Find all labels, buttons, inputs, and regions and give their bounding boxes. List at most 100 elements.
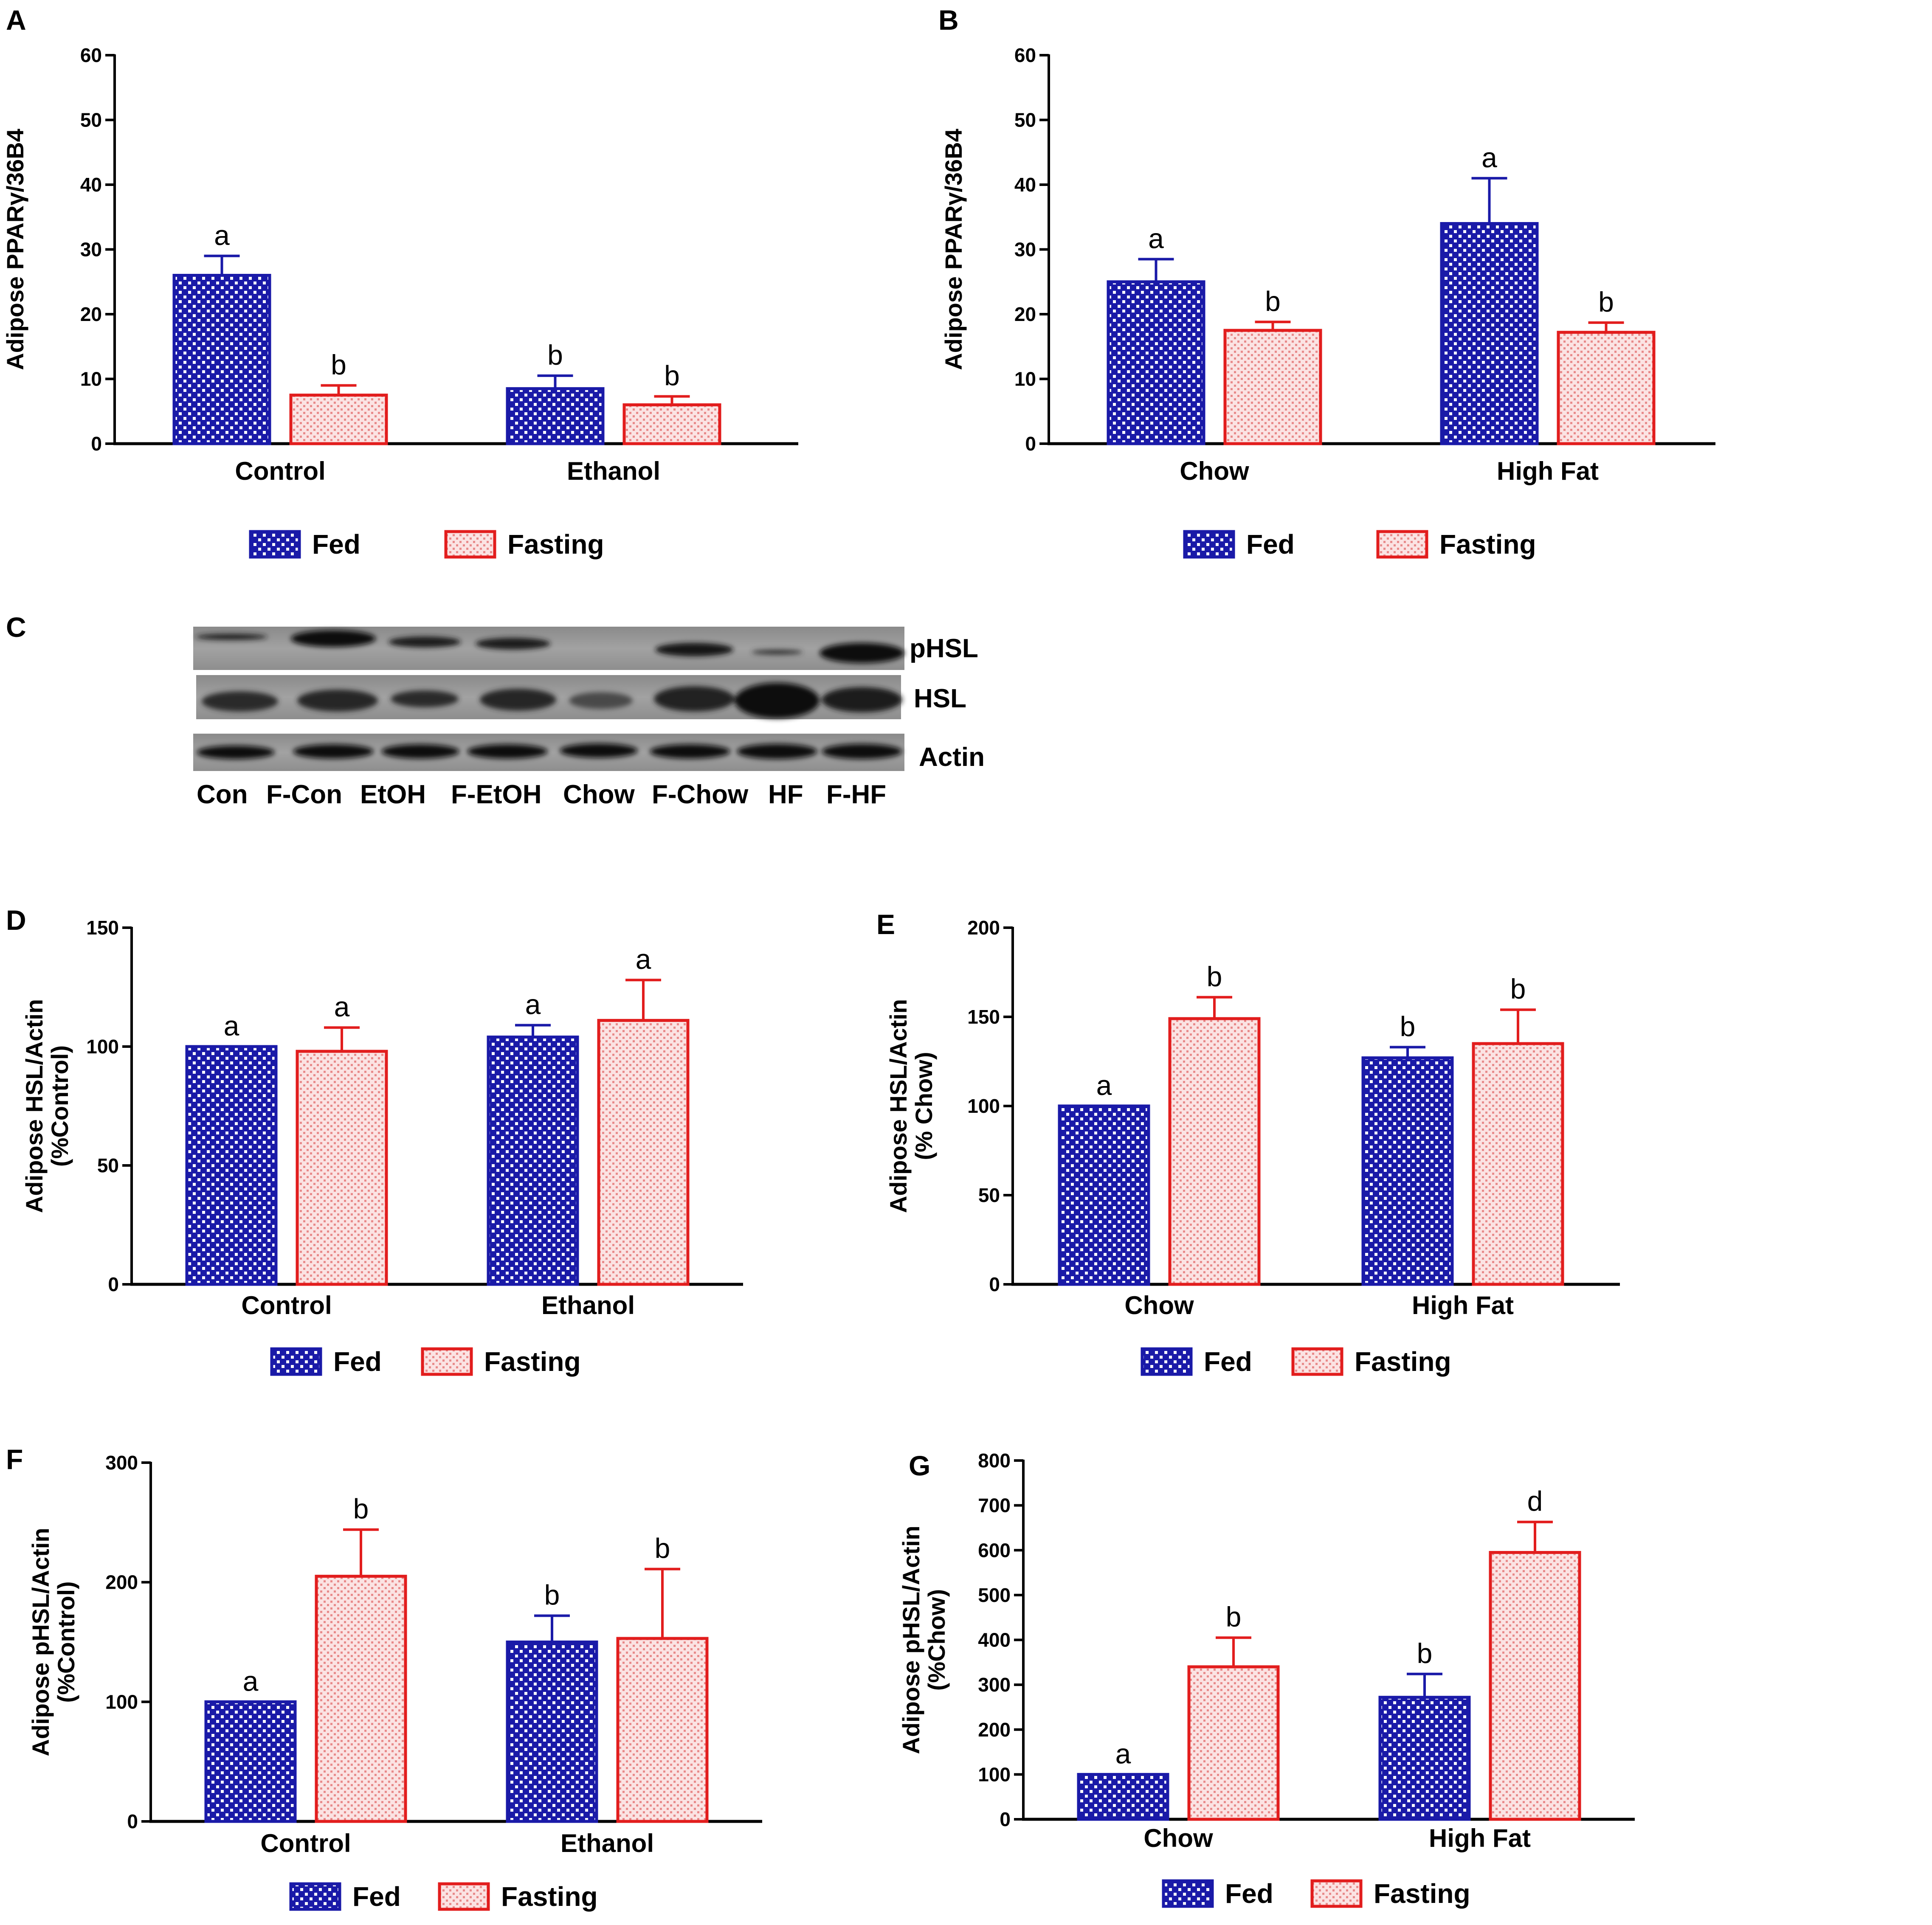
y-tick-label-f-1: 100 bbox=[105, 1691, 138, 1713]
y-tick-label-b-5: 50 bbox=[1014, 109, 1036, 131]
band-hsl-fetoh bbox=[480, 689, 556, 711]
band-phsl-fchow bbox=[655, 643, 733, 656]
significance-letter-g-0-1: b bbox=[1226, 1601, 1242, 1632]
bar-a-ethanol-fasting bbox=[622, 403, 721, 445]
western-blot-panel: C bbox=[6, 611, 985, 809]
band-actin-fetoh bbox=[467, 744, 548, 759]
bar-e-high-fat-fed bbox=[1361, 1056, 1454, 1286]
significance-letter-d-1-1: a bbox=[636, 943, 651, 975]
y-tick-label-d-0: 0 bbox=[108, 1273, 119, 1295]
legend-label-fed-d: Fed bbox=[333, 1346, 382, 1377]
x-category-label-d-1: Ethanol bbox=[541, 1291, 635, 1320]
y-tick-label-e-1: 50 bbox=[978, 1184, 1000, 1206]
legend-label-fasting-f: Fasting bbox=[501, 1881, 598, 1912]
chart-panel-b: B 0 10 20 30 40 50 60 Adipose PPARγ/36B4 a b Chow a b… bbox=[938, 4, 1715, 560]
significance-letter-g-1-0: b bbox=[1417, 1638, 1433, 1669]
bar-a-ethanol-fed bbox=[506, 387, 605, 445]
legend-e: Fed Fasting bbox=[1141, 1346, 1451, 1377]
blot-bands bbox=[195, 630, 904, 759]
legend-label-fasting-d: Fasting bbox=[484, 1346, 581, 1377]
bar-d-control-fasting bbox=[296, 1050, 388, 1286]
legend-swatch-fed-a bbox=[249, 530, 301, 559]
bar-f-control-fasting bbox=[315, 1575, 407, 1823]
legend-swatch-fasting-e bbox=[1291, 1347, 1343, 1376]
lane-label-fhf: F-HF bbox=[826, 780, 886, 809]
lane-label-etoh: EtOH bbox=[360, 780, 426, 809]
band-phsl-fhf bbox=[820, 643, 904, 663]
chart-panel-g: G 0 100 200 300 400 500 600 700 800 Adipose pHSL/A… bbox=[898, 1449, 1635, 1909]
legend-a: Fed Fasting bbox=[249, 529, 604, 560]
band-actin-hf bbox=[737, 744, 817, 759]
bar-b-high-fat-fed bbox=[1440, 222, 1539, 445]
y-axis-label-e-line2: (% Chow) bbox=[910, 1052, 937, 1160]
chart-panel-d: D 0 50 100 150 Adipose HSL/Actin(%Control) a a C… bbox=[6, 904, 743, 1377]
band-actin-fchow bbox=[650, 744, 730, 759]
significance-letter-d-1-0: a bbox=[525, 989, 541, 1020]
band-hsl-etoh bbox=[391, 690, 459, 707]
bar-b-chow-fasting bbox=[1223, 329, 1322, 445]
panel-letter-b: B bbox=[938, 4, 959, 36]
y-tick-label-g-8: 800 bbox=[978, 1449, 1011, 1472]
legend-label-fed-b: Fed bbox=[1246, 529, 1295, 560]
lane-label-hf: HF bbox=[768, 780, 803, 809]
y-tick-label-a-1: 10 bbox=[80, 368, 102, 390]
y-tick-label-a-6: 60 bbox=[80, 44, 102, 66]
chart-panel-e: E 0 50 100 150 200 Adipose HSL/Actin(% Chow) a b… bbox=[876, 909, 1620, 1377]
y-tick-label-g-2: 200 bbox=[978, 1719, 1011, 1741]
significance-letter-d-0-1: a bbox=[334, 991, 350, 1022]
y-tick-label-g-7: 700 bbox=[978, 1494, 1011, 1517]
legend-swatch-fasting-a bbox=[444, 530, 496, 559]
y-tick-label-e-3: 150 bbox=[967, 1006, 1000, 1028]
x-category-label-e-1: High Fat bbox=[1412, 1291, 1514, 1320]
bar-d-ethanol-fasting bbox=[597, 1019, 690, 1286]
legend-swatch-fasting-f bbox=[438, 1882, 490, 1911]
significance-letter-e-0-1: b bbox=[1207, 961, 1222, 992]
x-category-label-b-1: High Fat bbox=[1497, 457, 1599, 485]
lane-label-chow: Chow bbox=[563, 780, 635, 809]
y-tick-label-b-6: 60 bbox=[1014, 44, 1036, 66]
legend-label-fed-g: Fed bbox=[1225, 1878, 1273, 1909]
y-axis-label-b: Adipose PPARγ/36B4 bbox=[940, 129, 967, 370]
y-tick-label-g-5: 500 bbox=[978, 1584, 1011, 1606]
y-tick-label-b-4: 40 bbox=[1014, 174, 1036, 196]
y-tick-label-g-4: 400 bbox=[978, 1629, 1011, 1651]
legend-swatch-fed-e bbox=[1141, 1347, 1193, 1376]
y-tick-label-e-0: 0 bbox=[989, 1273, 1000, 1295]
bar-a-control-fasting bbox=[289, 394, 388, 445]
band-hsl-fchow bbox=[654, 686, 735, 712]
y-tick-label-a-4: 40 bbox=[80, 174, 102, 196]
legend-label-fed-a: Fed bbox=[312, 529, 360, 560]
legend-swatch-fasting-g bbox=[1310, 1879, 1363, 1908]
y-tick-label-e-4: 200 bbox=[967, 917, 1000, 939]
panel-letter-c: C bbox=[6, 611, 26, 643]
y-tick-label-g-6: 600 bbox=[978, 1539, 1011, 1561]
blot-strip-phsl bbox=[193, 627, 904, 670]
bar-d-control-fed bbox=[185, 1045, 278, 1286]
x-category-label-f-1: Ethanol bbox=[560, 1829, 654, 1857]
band-actin-fcon bbox=[293, 744, 374, 759]
significance-letter-f-1-0: b bbox=[544, 1579, 560, 1611]
legend-swatch-fed-b bbox=[1183, 530, 1235, 559]
band-hsl-fcon bbox=[297, 690, 378, 712]
bar-b-high-fat-fasting bbox=[1557, 331, 1656, 445]
legend-g: Fed Fasting bbox=[1162, 1878, 1470, 1909]
y-axis-label-d-line1: Adipose HSL/Actin bbox=[21, 999, 48, 1213]
y-tick-label-f-0: 0 bbox=[127, 1810, 138, 1832]
legend-swatch-fasting-d bbox=[421, 1347, 473, 1376]
band-actin-chow bbox=[560, 743, 638, 758]
band-hsl-hf bbox=[735, 683, 820, 718]
chart-panel-f: F 0 100 200 300 Adipose pHSL/Actin(%Control) a… bbox=[6, 1444, 762, 1912]
panel-letter-a: A bbox=[6, 4, 26, 36]
bar-e-high-fat-fasting bbox=[1472, 1042, 1564, 1286]
significance-letter-b-1-0: a bbox=[1481, 142, 1497, 173]
y-tick-label-g-1: 100 bbox=[978, 1763, 1011, 1785]
band-actin-fhf bbox=[822, 744, 902, 759]
legend-swatch-fed-g bbox=[1162, 1879, 1214, 1908]
legend-label-fasting-a: Fasting bbox=[507, 529, 604, 560]
x-category-label-a-1: Ethanol bbox=[567, 457, 660, 485]
y-tick-label-f-3: 300 bbox=[105, 1452, 138, 1474]
significance-letter-e-1-0: b bbox=[1400, 1010, 1416, 1042]
bar-f-ethanol-fed bbox=[506, 1641, 598, 1823]
band-hsl-fhf bbox=[822, 687, 902, 712]
